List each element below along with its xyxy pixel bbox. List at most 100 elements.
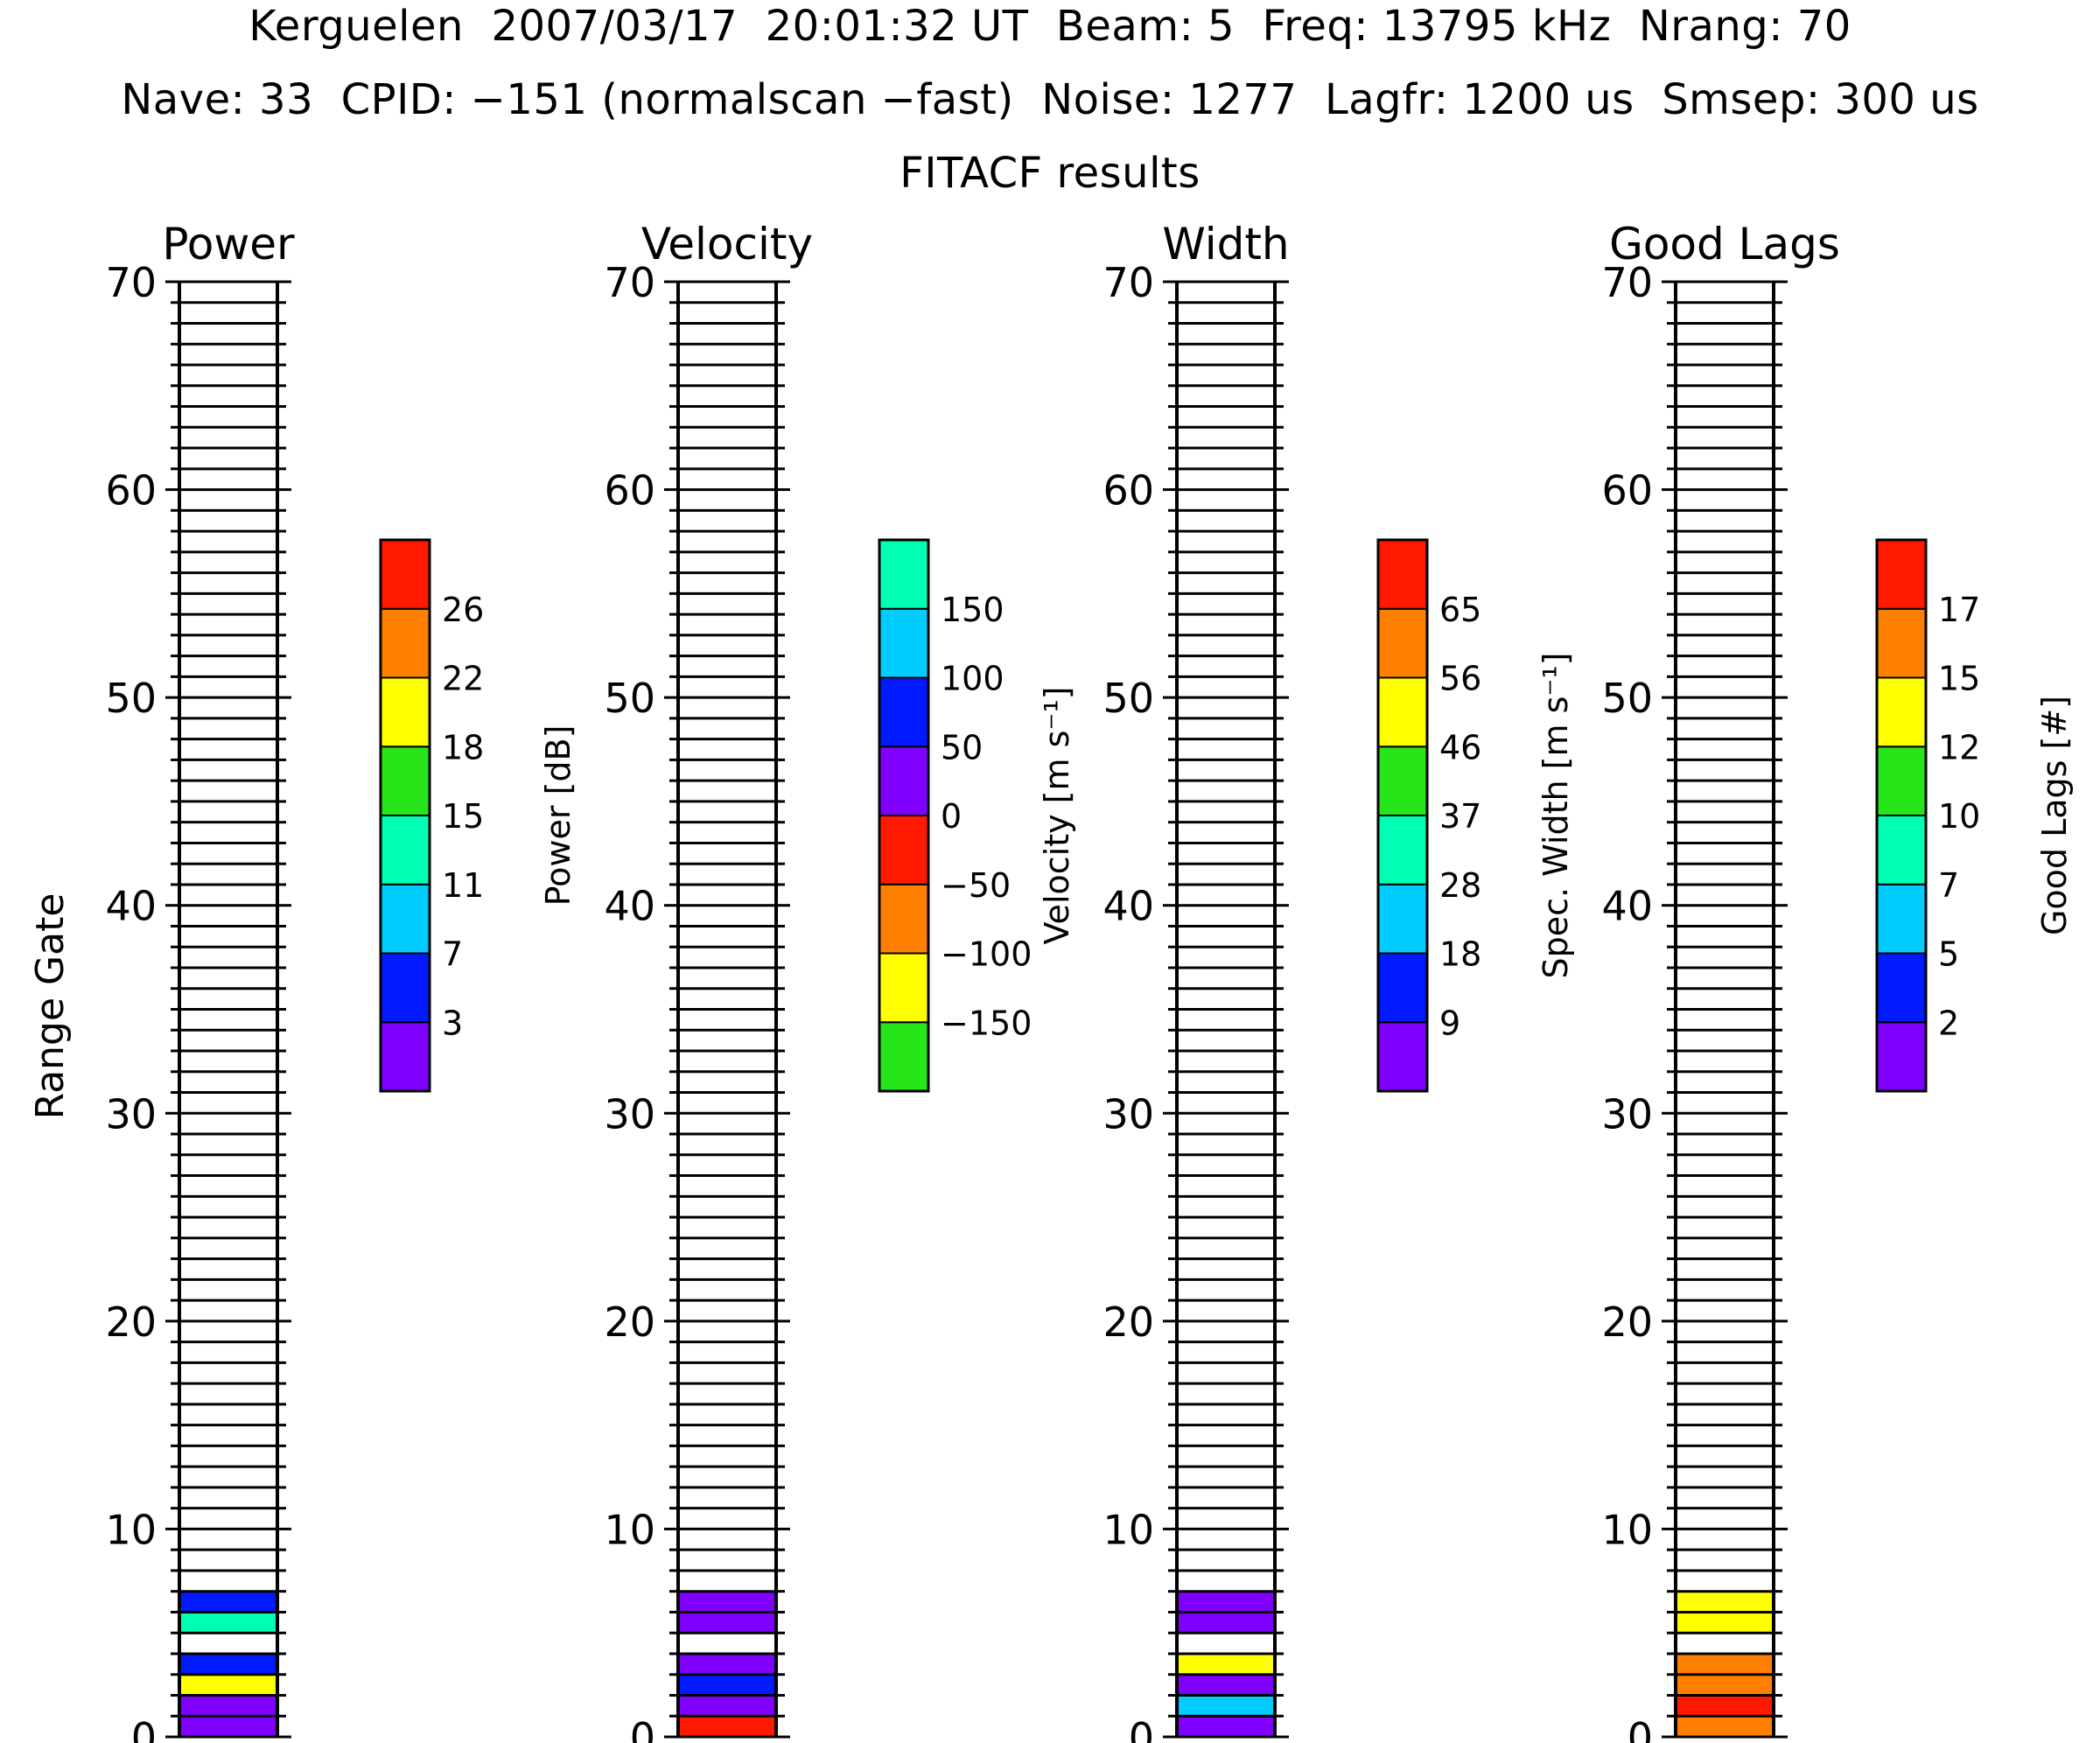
colorbar-tick-label: 11 [442,866,484,905]
colorbar-tick-label: 37 [1439,797,1481,836]
y-tick-label: 30 [105,1090,157,1138]
y-tick-label: 10 [604,1506,655,1553]
y-tick-label: 0 [1129,1714,1154,1743]
colorbar-tick-label: 7 [1938,866,1959,905]
range-gate-cell [678,1695,776,1717]
range-gate-cell [1177,1653,1275,1675]
y-tick-label: 40 [604,883,655,930]
colorbar-tick-label: 50 [941,728,983,766]
colorbar-tick-label: 100 [941,660,1004,698]
colorbar-tick-label: 9 [1439,1004,1460,1042]
colorbar-swatch [1377,607,1428,679]
colorbar-swatch [878,815,929,886]
colorbar-tick-label: −150 [941,1004,1032,1042]
colorbar-tick-label: 22 [442,660,484,698]
y-tick-label: 0 [1628,1714,1653,1743]
colorbar-swatch [380,1021,430,1092]
colorbar-frame [379,538,431,1093]
colorbar-swatch [878,952,929,1024]
colorbar-swatch [1876,815,1927,886]
colorbar-swatch [1377,1021,1428,1092]
colorbar-swatch [1377,539,1428,610]
colorbar-tick-label: 26 [442,591,484,629]
colorbar-tick-label: −50 [941,866,1011,905]
y-tick-label: 60 [105,467,157,514]
y-tick-label: 60 [1102,467,1154,514]
y-tick-label: 60 [604,467,655,514]
colorbar-tick-label: 56 [1439,660,1481,698]
y-tick-label: 50 [1102,675,1154,722]
panel-title: Width [1162,219,1289,270]
colorbar-swatch [1876,952,1927,1024]
y-tick-label: 20 [1601,1298,1653,1346]
colorbar-swatch [380,746,430,816]
panel-title: Velocity [641,219,813,270]
colorbar-swatch [1876,746,1927,816]
range-gate-cell [179,1653,277,1675]
y-tick-label: 20 [1102,1298,1154,1346]
y-tick-label: 30 [604,1090,655,1138]
y-tick-label: 10 [1102,1506,1154,1553]
colorbar-swatch [878,1021,929,1092]
header-line-1: Kerguelen 2007/03/17 20:01:32 UT Beam: 5… [248,2,1852,51]
colorbar-tick-label: 10 [1938,797,1980,836]
range-gate-cell [1177,1716,1275,1737]
colorbar-tick-label: 46 [1439,728,1481,766]
range-gate-cell [1177,1674,1275,1696]
y-tick-label: 40 [1102,883,1154,930]
y-tick-label: 20 [105,1298,157,1346]
range-gate-cell [179,1695,277,1717]
range-gate-cell [179,1674,277,1696]
y-tick-label: 10 [1601,1506,1653,1553]
y-tick-label: 70 [1102,259,1154,306]
y-tick-label: 50 [604,675,655,722]
colorbar-tick-label: 7 [442,935,463,974]
range-gate-cell [1177,1591,1275,1613]
range-gate-cell [678,1653,776,1675]
colorbar-tick-label: 5 [1938,935,1959,974]
colorbar-tick-label: 12 [1938,728,1980,766]
range-gate-cell [179,1716,277,1737]
range-gate-cell [179,1591,277,1613]
colorbar-label: Velocity [m s⁻¹] [1038,687,1076,945]
colorbar-swatch [878,746,929,816]
colorbar-tick-label: 18 [442,728,484,766]
colorbar-swatch [1876,539,1927,610]
colorbar-tick-label: 150 [941,591,1004,629]
panel-title: Good Lags [1609,219,1840,270]
panel-title: Power [162,219,295,270]
colorbar-swatch [878,539,929,610]
y-tick-label: 40 [1601,883,1653,930]
range-gate-cell [678,1716,776,1737]
colorbar-swatch [1377,676,1428,748]
range-gate-cell [1177,1695,1275,1717]
colorbar-swatch [1377,883,1428,955]
colorbar-swatch [1876,1021,1927,1092]
y-tick-label: 0 [131,1714,157,1743]
colorbar-swatch [380,607,430,679]
header-line-3: FITACF results [900,149,1200,198]
colorbar-swatch [380,676,430,748]
colorbar-swatch [1876,607,1927,679]
colorbar-label: Spec. Width [m s⁻¹] [1536,653,1575,979]
colorbar-label: Good Lags [#] [2035,696,2074,935]
colorbar-swatch [1377,815,1428,886]
range-gate-cell [179,1612,277,1634]
colorbar-frame [878,538,930,1093]
y-tick-label: 20 [604,1298,655,1346]
y-tick-label: 60 [1601,467,1653,514]
range-gate-cell [1676,1591,1774,1613]
range-gate-cell [1676,1674,1774,1696]
y-tick-label: 10 [105,1506,157,1553]
y-tick-label: 30 [1601,1090,1653,1138]
y-tick-label: 30 [1102,1090,1154,1138]
colorbar-frame [1875,538,1928,1093]
colorbar-tick-label: 3 [442,1004,463,1042]
colorbar-tick-label: 18 [1439,935,1481,974]
colorbar-tick-label: 65 [1439,591,1481,629]
header-line-2: Nave: 33 CPID: −151 (normalscan −fast) N… [121,75,1979,124]
colorbar-tick-label: 15 [1938,660,1980,698]
y-axis-label: Range Gate [28,893,73,1120]
colorbar-swatch [1377,952,1428,1024]
